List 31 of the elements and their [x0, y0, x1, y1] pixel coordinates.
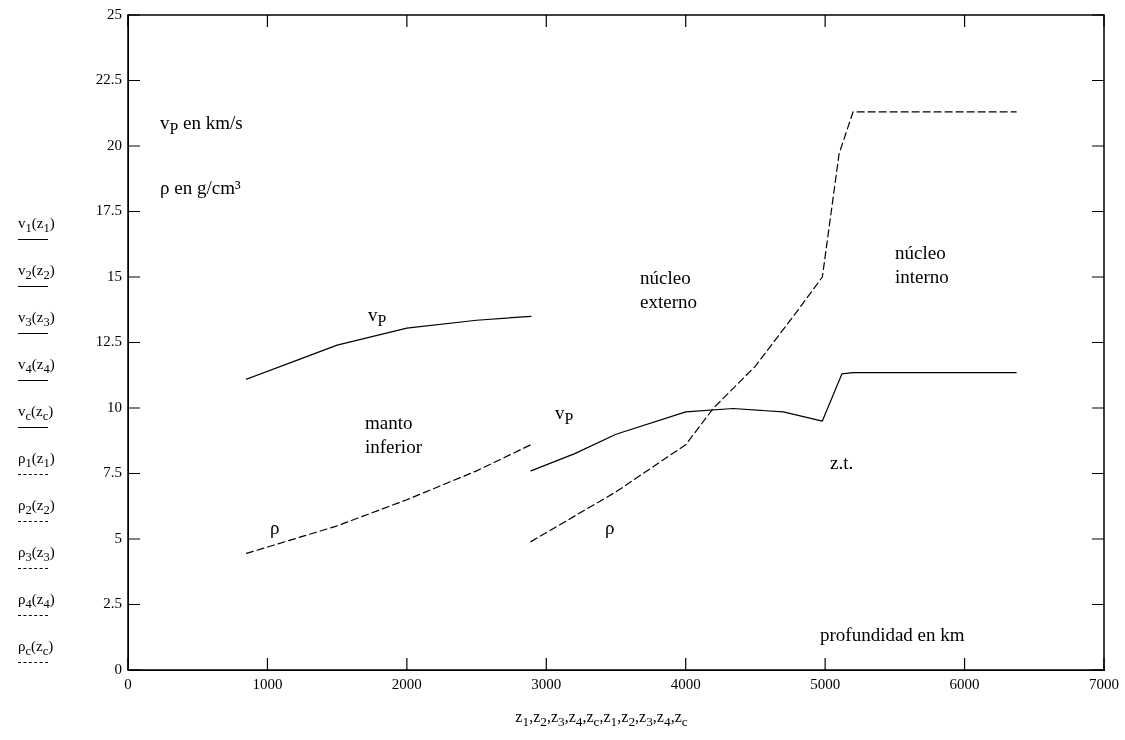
x-tick-label: 1000	[252, 675, 283, 692]
x-tick-label: 2000	[391, 675, 422, 692]
annotation: ρ en g/cm³	[160, 176, 241, 200]
y-tick-label: 25	[107, 5, 122, 22]
annotation: núcleo externo	[640, 266, 697, 314]
annotation: z.t.	[830, 451, 854, 475]
annotation: núcleo interno	[895, 241, 949, 289]
annotation: v$_{P}$	[368, 303, 387, 331]
text: v$_{1}$(z$_{1}$) v$_{2}$(z$_{2}$) v$_{3}$(z$_{3}$) v$_{4}$(z$_{4}$) v$_{c}$(z$_{c}$) ρ$_{1}$(z$_{1}$) ρ$_{2}$(z$_{2}$) ρ$_{3}$(z$_{3}$) ρ$_{4}$(z$_{4}$) ρ$_{c}$(z$_{c}$)	[18, 215, 55, 658]
x-tick-label: 3000	[531, 675, 562, 692]
annotation: v$_{P}$	[555, 401, 574, 429]
y-tick-label: 7.5	[103, 464, 122, 481]
x-tick-label: 7000	[1089, 675, 1119, 692]
y-tick-label: 17.5	[95, 202, 122, 219]
x-tick-label: 6000	[949, 675, 980, 692]
annotation: manto inferior	[365, 411, 422, 459]
y-tick-label: 20	[107, 136, 122, 153]
x-tick-label: 4000	[670, 675, 701, 692]
annotation: profundidad en km	[820, 623, 965, 647]
y-tick-label: 5	[114, 529, 122, 546]
y-tick-label: 15	[107, 267, 122, 284]
y-tick-label: 22.5	[95, 71, 122, 88]
annotation: v$_{P}$ en km/s	[160, 111, 243, 139]
annotation: ρ	[270, 516, 280, 540]
annotation: ρ	[605, 516, 615, 540]
y-tick-label: 2.5	[103, 595, 122, 612]
y-tick-label: 0	[114, 660, 122, 677]
text: z$_{1}$,z$_{2}$,z$_{3}$,z$_{4}$,z$_{c}$,z$_{1}$,z$_{2}$,z$_{3}$,z$_{4}$,z$_{c}$	[515, 708, 688, 730]
y-tick-label: 10	[107, 398, 122, 415]
x-tick-label: 5000	[810, 675, 841, 692]
y-tick-label: 12.5	[95, 333, 122, 350]
